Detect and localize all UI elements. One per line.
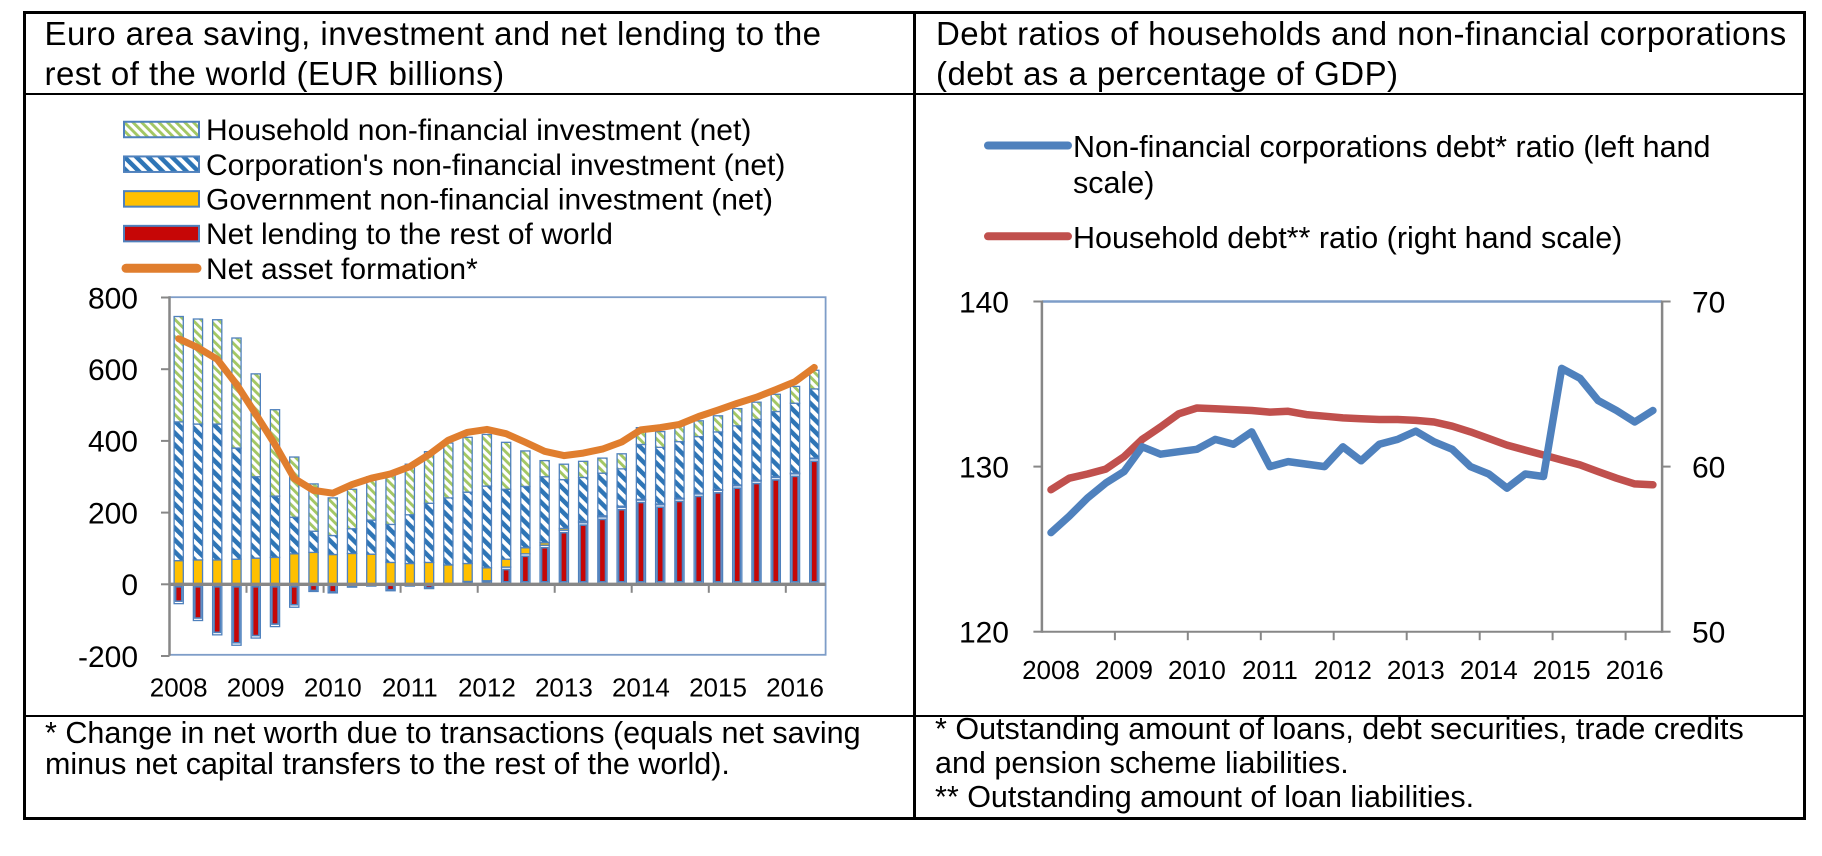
svg-text:Net asset formation*: Net asset formation* [206,253,478,286]
svg-text:scale): scale) [1073,166,1154,200]
svg-text:60: 60 [1692,451,1725,484]
svg-text:200: 200 [88,497,138,530]
svg-text:2009: 2009 [1095,655,1153,685]
svg-text:2009: 2009 [227,673,285,703]
svg-text:2013: 2013 [535,673,593,703]
svg-text:2014: 2014 [1460,655,1518,685]
svg-text:2010: 2010 [1168,655,1226,685]
svg-text:Government non-financial inves: Government non-financial investment (net… [206,184,773,217]
svg-text:2015: 2015 [689,673,747,703]
svg-text:70: 70 [1692,286,1725,319]
svg-text:50: 50 [1692,617,1725,650]
svg-text:120: 120 [959,617,1009,650]
svg-text:800: 800 [88,282,138,315]
svg-text:600: 600 [88,354,138,387]
svg-text:Corporation's non-financial in: Corporation's non-financial investment (… [206,149,785,182]
svg-text:2011: 2011 [1242,655,1298,685]
svg-text:2016: 2016 [1606,655,1664,685]
svg-text:0: 0 [121,569,138,602]
svg-text:2015: 2015 [1533,655,1591,685]
svg-text:2010: 2010 [304,673,362,703]
svg-text:-200: -200 [78,641,138,674]
svg-text:2008: 2008 [150,673,208,703]
svg-text:2011: 2011 [382,673,438,703]
svg-text:2012: 2012 [458,673,516,703]
svg-text:2013: 2013 [1387,655,1445,685]
svg-text:2016: 2016 [766,673,824,703]
svg-text:400: 400 [88,426,138,459]
svg-text:2012: 2012 [1314,655,1372,685]
svg-text:Net lending to the rest of wor: Net lending to the rest of world [206,218,613,251]
svg-text:Non-financial corporations deb: Non-financial corporations debt* ratio (… [1073,130,1710,164]
svg-text:130: 130 [959,451,1009,484]
svg-text:Household non-financial invest: Household non-financial investment (net) [206,114,751,147]
svg-text:2008: 2008 [1022,655,1080,685]
svg-text:140: 140 [959,286,1009,319]
svg-text:2014: 2014 [612,673,670,703]
svg-text:Household debt** ratio (right: Household debt** ratio (right hand scale… [1073,221,1622,255]
